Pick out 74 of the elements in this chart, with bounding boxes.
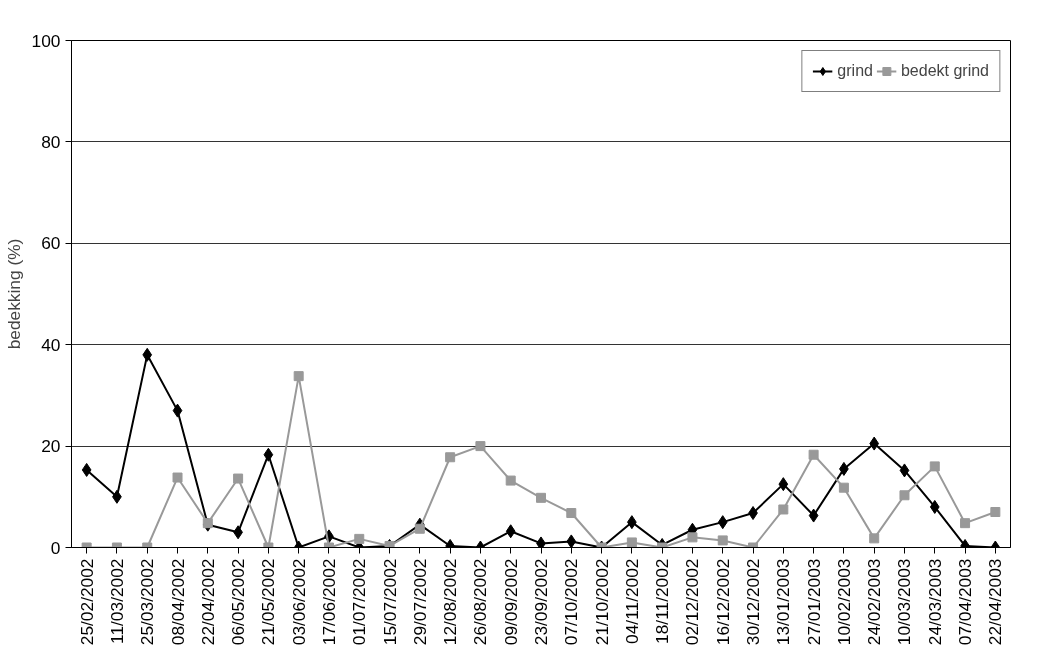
- point: [414, 523, 425, 534]
- point: [263, 447, 274, 462]
- x-tick-label: 27/01/2003: [803, 558, 824, 646]
- x-tick-label: 04/11/2002: [621, 558, 642, 644]
- point: [687, 532, 698, 543]
- point: [929, 499, 940, 514]
- legend-label: grind: [837, 62, 873, 80]
- x-tick-label: 24/02/2003: [864, 558, 885, 646]
- point: [566, 508, 577, 519]
- point: [233, 473, 244, 484]
- point: [142, 347, 153, 362]
- point: [869, 533, 880, 544]
- x-tick-label: 25/03/2002: [137, 558, 158, 646]
- x-tick-label: 11/03/2002: [106, 558, 127, 644]
- y-tick-label: 60: [41, 233, 61, 254]
- x-tick-label: 10/02/2003: [833, 558, 854, 646]
- y-tick-label: 80: [41, 131, 61, 152]
- x-tick-label: 22/04/2003: [985, 558, 1006, 646]
- x-tick-label: 10/03/2003: [894, 558, 915, 646]
- x-tick-label: 16/12/2002: [712, 558, 733, 646]
- point: [293, 371, 304, 382]
- point: [536, 492, 546, 503]
- point: [808, 508, 819, 523]
- x-tick-label: 12/08/2002: [440, 558, 461, 646]
- x-tick-label: 24/03/2003: [924, 558, 945, 646]
- point: [505, 524, 516, 539]
- x-tick-label: 15/07/2002: [379, 558, 400, 646]
- legend-label: bedekt grind: [900, 62, 989, 80]
- x-tick-label: 29/07/2002: [409, 558, 430, 646]
- x-tick-label: 25/02/2002: [76, 558, 97, 646]
- point: [505, 475, 516, 486]
- x-tick-label: 06/05/2002: [228, 558, 249, 646]
- x-tick-label: 07/04/2003: [955, 558, 976, 646]
- point: [354, 533, 365, 544]
- x-tick-label: 26/08/2002: [470, 558, 491, 646]
- x-tick-label: 22/04/2002: [197, 558, 218, 646]
- x-tick-label: 17/06/2002: [318, 558, 339, 646]
- point: [626, 537, 637, 548]
- x-tick-label: 30/12/2002: [743, 558, 764, 646]
- x-tick-label: 07/10/2002: [561, 558, 582, 646]
- y-tick-label: 20: [41, 436, 61, 457]
- x-tick-label: 23/09/2002: [531, 558, 551, 646]
- y-tick-label: 0: [50, 537, 61, 558]
- point: [536, 536, 546, 548]
- y-tick-label: 40: [41, 334, 61, 355]
- point: [81, 462, 92, 477]
- point: [717, 535, 728, 546]
- x-tick-label: 03/06/2002: [288, 558, 309, 646]
- point: [929, 461, 940, 472]
- y-tick-label: 100: [31, 30, 61, 51]
- x-tick-label: 08/04/2002: [167, 558, 188, 646]
- point: [869, 436, 880, 451]
- x-tick-label: 21/10/2002: [591, 558, 612, 646]
- point: [778, 477, 789, 492]
- point: [960, 518, 971, 529]
- point: [899, 463, 910, 478]
- x-tick-label: 01/07/2002: [349, 558, 370, 646]
- point: [172, 403, 183, 418]
- y-axis-title: bedekking (%): [3, 238, 24, 350]
- point: [778, 504, 789, 515]
- point: [566, 534, 577, 548]
- point: [172, 472, 183, 483]
- point: [899, 490, 910, 501]
- point: [838, 482, 849, 493]
- point: [445, 452, 456, 463]
- x-tick-label: 18/11/2002: [652, 558, 673, 644]
- x-tick-label: 13/01/2003: [773, 558, 794, 646]
- x-tick-label: 21/05/2002: [258, 558, 279, 646]
- point: [475, 441, 486, 452]
- x-tick-label: 02/12/2002: [682, 558, 703, 646]
- point: [990, 507, 1001, 518]
- x-tick-label: 09/09/2002: [500, 558, 521, 646]
- point: [808, 449, 819, 460]
- point: [717, 515, 728, 530]
